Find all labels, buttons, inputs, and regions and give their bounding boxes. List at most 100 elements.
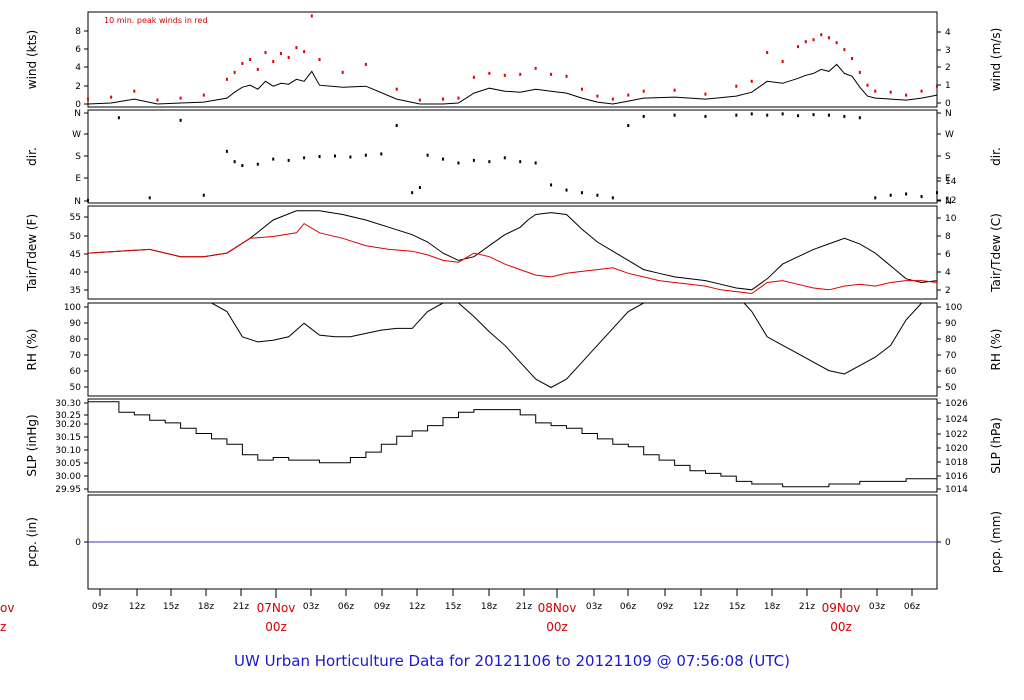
wind-peak-point <box>488 71 491 75</box>
temp-right-tick-label: 12 <box>945 196 956 206</box>
dir-right-tick-label: W <box>945 130 954 140</box>
x-tick-label: 18z <box>481 602 497 612</box>
wind-peak-point <box>580 87 583 91</box>
slp-left-tick-label: 30.25 <box>55 411 81 421</box>
rh-left-tick-label: 80 <box>70 335 82 345</box>
x-date-label: 07Nov <box>257 601 296 615</box>
wind-peak-point <box>843 48 846 52</box>
rh-right-tick-label: 50 <box>945 383 957 393</box>
slp-frame <box>87 398 938 493</box>
wind-peak-point <box>341 70 344 74</box>
temp-right-tick-label: 2 <box>945 286 951 296</box>
wind-peak-point <box>866 83 869 87</box>
wind-peak-point <box>310 14 313 18</box>
slp-ylabel-right: SLP (hPa) <box>989 417 1003 473</box>
wind-peak-point <box>156 98 159 102</box>
wind-peak-point <box>797 45 800 49</box>
wind-peak-point <box>303 50 306 54</box>
x-tick-label: 15z <box>729 602 745 612</box>
wind-peak-point <box>225 77 228 81</box>
wind-peak-point <box>87 97 89 101</box>
temp-panel: 35 40 45 50 55 2 4 6 8 10 12 14 Tair/Tdew (F) Tair/Td… <box>25 177 1003 300</box>
dir-right-tick-label: E <box>945 174 951 184</box>
slp-left-tick-label: 29.95 <box>55 485 81 495</box>
wind-peak-point <box>858 70 861 74</box>
slp-right-tick-label: 1014 <box>945 485 968 495</box>
wind-peak-point <box>735 84 738 88</box>
x-tick-label: 21z <box>233 602 249 612</box>
wind-right-tick-label: 1 <box>945 81 951 91</box>
dir-direction-point <box>503 156 506 160</box>
dir-direction-point <box>179 118 182 122</box>
wind-peak-point <box>295 46 298 50</box>
wind-peak-point <box>179 96 182 100</box>
wind-peak-point <box>820 33 823 37</box>
dir-left-tick-label: N <box>74 197 81 207</box>
dir-direction-point <box>202 193 205 197</box>
dir-direction-point <box>704 114 707 118</box>
dir-left-tick-label: E <box>75 174 81 184</box>
rh-right-tick-label: 90 <box>945 319 957 329</box>
slp-left-tick-label: 30.05 <box>55 459 81 469</box>
wind-peak-point <box>457 96 460 100</box>
slp-left-tick-label: 30.20 <box>55 420 81 430</box>
dir-direction-point <box>627 124 630 127</box>
dir-direction-point <box>287 158 290 162</box>
dir-direction-point <box>611 196 614 200</box>
dir-direction-point <box>565 188 568 192</box>
x-tick-label: 18z <box>198 602 214 612</box>
wind-right-tick-label: 3 <box>945 46 951 56</box>
dir-direction-point <box>488 160 491 164</box>
wind-left-tick-label: 6 <box>75 45 81 55</box>
dir-direction-point <box>596 193 599 197</box>
wind-peak-point <box>472 75 475 79</box>
slp-left-tick-label: 30.10 <box>55 446 81 456</box>
temp-left-tick-label: 35 <box>70 286 81 296</box>
slp-left-tick-label: 30.30 <box>55 399 81 409</box>
rh-right-tick-label: 60 <box>945 367 957 377</box>
temp-right-tick-label: 8 <box>945 232 951 242</box>
wind-peak-point <box>442 97 445 101</box>
wind-left-tick-label: 4 <box>75 63 81 73</box>
dir-direction-point <box>874 196 877 200</box>
wind-peak-point <box>851 57 854 61</box>
x-tick-label: 12z <box>129 602 145 612</box>
wind-peak-point <box>781 59 784 63</box>
wind-ylabel-right: wind (m/s) <box>989 28 1003 92</box>
dir-direction-point <box>241 164 244 168</box>
slp-right-tick-label: 1020 <box>945 444 968 454</box>
dir-left-tick-label: W <box>72 130 81 140</box>
temp-right-tick-label: 6 <box>945 250 951 260</box>
x-tick-label: 21z <box>516 602 532 612</box>
x-date-time-label: 00z <box>546 620 568 634</box>
dir-direction-point <box>303 156 306 160</box>
dir-direction-point <box>442 157 445 161</box>
wind-peak-point <box>256 67 259 71</box>
wind-peak-point <box>596 94 599 98</box>
dir-direction-point <box>256 162 259 166</box>
wind-peak-point <box>233 70 236 74</box>
wind-peak-point <box>673 88 676 92</box>
wind-peak-point <box>920 89 923 93</box>
rh-panel: 50 60 70 80 90 100 50 60 70 80 90 100 RH (%) RH (%) <box>25 302 1003 397</box>
dir-direction-point <box>750 112 753 116</box>
x-date-time-label: 00z <box>265 620 287 634</box>
dir-frame <box>87 109 938 204</box>
wind-peak-point <box>611 97 614 101</box>
peak-winds-note: 10 min. peak winds in red <box>104 16 208 25</box>
temp-left-tick-label: 50 <box>70 232 82 242</box>
x-tick-label: 09z <box>657 602 673 612</box>
slp-ylabel-left: SLP (inHg) <box>25 414 39 476</box>
wind-peak-point <box>287 56 290 60</box>
dir-direction-point <box>333 154 336 158</box>
wind-peak-point <box>110 95 113 99</box>
dir-direction-point <box>318 155 321 158</box>
x-tick-label: 09z <box>92 602 108 612</box>
x-tick-label: 03z <box>869 602 885 612</box>
wind-peak-point <box>936 84 938 88</box>
wind-peak-point <box>318 58 321 61</box>
wind-peak-point <box>534 66 537 70</box>
rh-ylabel-right: RH (%) <box>989 329 1003 371</box>
